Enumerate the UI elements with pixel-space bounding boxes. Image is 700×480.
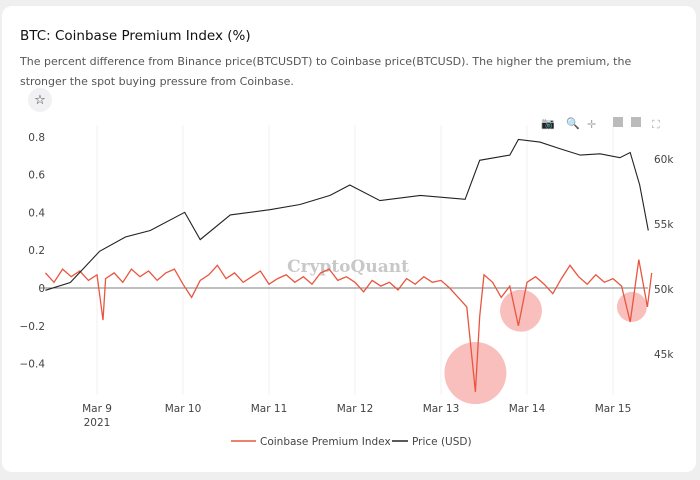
y-right-tick-label: 55k	[654, 219, 674, 231]
watermark: CryptoQuant	[287, 257, 409, 277]
y-left-tick-label: 0.6	[28, 170, 45, 182]
autoscale-icon[interactable]: ⛶	[652, 118, 660, 131]
star-icon[interactable]: ☆	[28, 88, 52, 112]
y-left-tick-label: −0.2	[20, 321, 46, 333]
chart-description: The percent difference from Binance pric…	[20, 55, 632, 88]
y-left-tick-label: 0.4	[28, 207, 45, 219]
x-tick-year: 2021	[84, 417, 111, 429]
y-left-tick-label: 0.8	[28, 132, 45, 144]
y-left-tick-label: 0.2	[28, 245, 45, 257]
camera-icon[interactable]: 📷	[541, 117, 555, 130]
pan-icon[interactable]: ✛	[587, 118, 596, 131]
highlight-circle	[444, 342, 507, 405]
x-tick-label: Mar 11	[251, 403, 288, 415]
legend-label-price[interactable]: Price (USD)	[412, 436, 472, 448]
y-left-tick-label: 0	[38, 283, 45, 295]
zoom-out-icon[interactable]	[631, 117, 641, 127]
premium-line[interactable]	[44, 259, 653, 392]
x-tick-label: Mar 12	[337, 403, 374, 415]
y-right-tick-label: 45k	[654, 349, 674, 361]
price-line[interactable]	[45, 138, 649, 291]
x-tick-label: Mar 13	[423, 403, 460, 415]
x-tick-label: Mar 15	[595, 403, 632, 415]
chart-title: BTC: Coinbase Premium Index (%)	[20, 28, 251, 44]
y-right-tick-label: 60k	[654, 154, 674, 166]
x-tick-label: Mar 14	[509, 403, 546, 415]
y-right-tick-label: 50k	[654, 284, 674, 296]
zoom-icon[interactable]: 🔍	[566, 116, 580, 130]
chart-card	[2, 6, 696, 472]
zoom-in-icon[interactable]	[613, 117, 623, 127]
x-tick-label: Mar 9	[82, 403, 112, 415]
y-left-tick-label: −0.4	[20, 359, 46, 371]
legend-label-premium[interactable]: Coinbase Premium Index	[260, 436, 391, 448]
x-tick-label: Mar 10	[165, 403, 202, 415]
